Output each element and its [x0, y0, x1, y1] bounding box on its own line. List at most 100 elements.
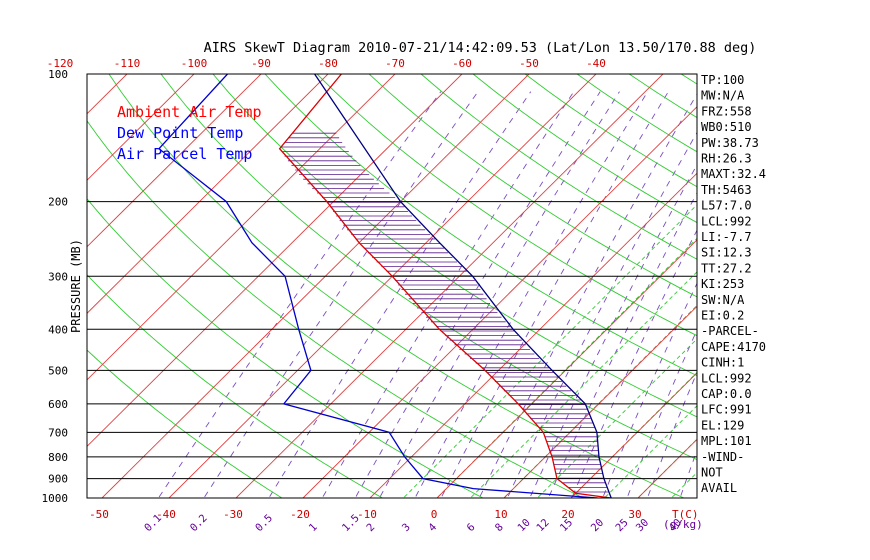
mixing-ratio-line: [157, 91, 442, 498]
pressure-tick-label: 800: [48, 451, 68, 464]
dry-adiabat-line: [87, 349, 283, 498]
moist-adiabat-line: [670, 471, 697, 498]
stability-index-item: RH:26.3: [701, 152, 752, 166]
stability-index-item: MW:N/A: [701, 89, 745, 103]
stability-index-item: EI:0.2: [701, 309, 744, 323]
mixing-ratio-tick-label: 3: [400, 521, 413, 534]
isotherm-line: [101, 74, 530, 498]
isotherm-line: [87, 74, 195, 181]
dry-adiabat-line: [160, 74, 697, 461]
mixing-ratio-line: [203, 91, 479, 498]
bottom-temperature-tick-label: 10: [494, 508, 507, 521]
isotherm-line: [302, 106, 697, 498]
stability-index-item: PW:38.73: [701, 136, 759, 150]
dry-adiabat-line: [420, 74, 697, 260]
mixing-ratio-tick-label: 8: [493, 521, 506, 534]
chart-title: AIRS SkewT Diagram 2010-07-21/14:42:09.5…: [204, 40, 757, 56]
mixing-ratio-unit-label: (g/kg): [663, 518, 703, 531]
top-temperature-tick-label: -50: [519, 57, 539, 70]
isotherm-line: [168, 74, 597, 498]
ambient-air-temp-line: [278, 74, 612, 498]
stability-index-item: SI:12.3: [701, 246, 752, 260]
top-temperature-tick-label: -70: [385, 57, 405, 70]
mixing-ratio-tick-label: 12: [534, 517, 551, 534]
mixing-ratio-tick-label: 0.2: [188, 512, 210, 534]
bottom-temperature-tick-label: -20: [290, 508, 310, 521]
bottom-temperature-tick-label: -30: [223, 508, 243, 521]
stability-index-item: FRZ:558: [701, 104, 752, 118]
bottom-temperature-tick-label: 0: [431, 508, 438, 521]
mixing-ratio-tick-label: 0.5: [253, 512, 275, 534]
stability-index-item: MPL:101: [701, 434, 752, 448]
dry-adiabat-line: [837, 74, 870, 507]
mixing-ratio-tick-label: 4: [426, 521, 439, 534]
top-temperature-tick-labels: -120 -110 -100 -90 -80 -70 -60 -50 -40: [47, 57, 606, 70]
air-parcel-temp-line: [314, 74, 612, 498]
mixing-ratio-line: [321, 91, 575, 498]
top-temperature-tick-label: -100: [181, 57, 208, 70]
pressure-tick-label: 500: [48, 364, 68, 377]
stability-index-item: NOT: [701, 466, 723, 480]
isotherm-line: [235, 74, 664, 498]
moist-adiabat-line: [469, 271, 697, 498]
bottom-temperature-tick-label: -50: [89, 508, 109, 521]
stability-index-item: SW:N/A: [701, 293, 745, 307]
dry-adiabat-line: [524, 74, 697, 188]
mixing-ratio-line: [378, 91, 620, 498]
isotherm-lines: [87, 74, 697, 498]
mixing-ratio-line: [478, 93, 697, 498]
stability-index-item: TP:100: [701, 73, 744, 87]
mixing-ratio-lines: [157, 91, 697, 498]
stability-index-item: -WIND-: [701, 450, 744, 464]
mixing-ratio-tick-label: 2: [364, 521, 377, 534]
bottom-temperature-tick-label: 20: [561, 508, 574, 521]
stability-index-item: TT:27.2: [701, 261, 752, 275]
mixing-ratio-line: [571, 229, 697, 498]
dry-adiabat-line: [785, 74, 870, 507]
dry-adiabat-line: [212, 74, 697, 418]
dry-adiabat-line: [108, 74, 686, 498]
top-temperature-tick-label: -80: [318, 57, 338, 70]
pressure-tick-labels: 100 200 300 400 500 600 700 800 900 1000: [42, 68, 69, 505]
mixing-ratio-tick-label: 10: [515, 517, 532, 534]
dry-adiabat-line: [472, 74, 697, 224]
stability-index-item: AVAIL: [701, 481, 737, 495]
plot-frame: [86, 73, 698, 499]
stability-index-item: LI:-7.7: [701, 230, 752, 244]
pressure-tick-label: 200: [48, 196, 68, 209]
stability-index-item: EL:129: [701, 418, 744, 432]
isotherm-line: [436, 239, 697, 498]
isotherm-line: [87, 74, 463, 447]
moist-adiabat-line: [536, 338, 697, 498]
stability-index-item: TH:5463: [701, 183, 752, 197]
legend: Ambient Air Temp Dew Point Temp Air Parc…: [117, 103, 262, 163]
dry-adiabat-line: [316, 74, 697, 337]
bottom-temperature-tick-label: -40: [156, 508, 176, 521]
pressure-tick-label: 700: [48, 426, 68, 439]
stability-index-item: CINH:1: [701, 356, 744, 370]
cape-hatch-area: [280, 132, 609, 493]
pressure-tick-label: 1000: [42, 492, 69, 505]
dry-adiabat-line: [368, 74, 697, 298]
dry-adiabat-line: [87, 198, 484, 498]
dew-point-temp-line: [158, 74, 598, 498]
stability-index-item: CAP:0.0: [701, 387, 752, 401]
mixing-ratio-line: [440, 91, 669, 498]
top-temperature-tick-label: -120: [47, 57, 74, 70]
stability-index-item: LCL:992: [701, 371, 752, 385]
stability-index-item: LFC:991: [701, 403, 752, 417]
bottom-temperature-tick-label: 30: [628, 508, 641, 521]
stability-index-item: KI:253: [701, 277, 744, 291]
stability-index-item: LCL:992: [701, 214, 752, 228]
mixing-ratio-tick-label: 6: [465, 521, 478, 534]
top-temperature-tick-label: -110: [114, 57, 141, 70]
stability-index-item: L57:7.0: [701, 199, 752, 213]
stability-index-item: CAPE:4170: [701, 340, 766, 354]
top-temperature-tick-label: -40: [586, 57, 606, 70]
bottom-temperature-tick-label: -10: [357, 508, 377, 521]
stability-index-item: -PARCEL-: [701, 324, 759, 338]
pressure-tick-label: 400: [48, 323, 68, 336]
isotherm-line: [369, 172, 697, 498]
